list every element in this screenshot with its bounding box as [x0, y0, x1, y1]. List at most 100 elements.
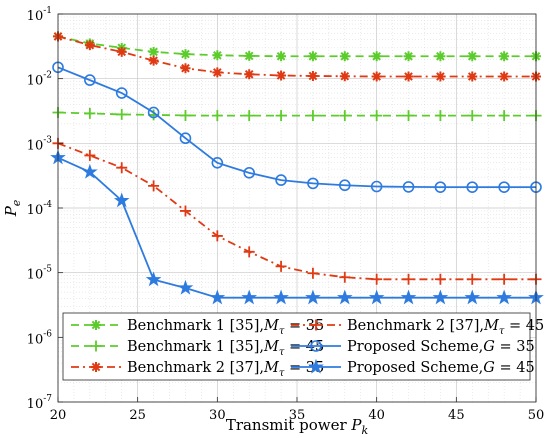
marker-plus — [179, 109, 191, 121]
marker-star — [209, 289, 226, 305]
marker-asterisk — [180, 63, 191, 74]
marker-star — [432, 289, 449, 305]
legend-label: Proposed Scheme,G = 45 — [347, 360, 535, 376]
marker-plus — [243, 246, 255, 258]
marker-asterisk — [180, 49, 191, 60]
marker-star — [241, 289, 258, 305]
marker-asterisk — [212, 50, 223, 61]
legend-item: Benchmark 2 [37],Mτ = 45 — [291, 318, 544, 337]
y-tick-label: 10-4 — [27, 200, 53, 218]
marker-circle — [307, 177, 319, 190]
marker-star — [273, 289, 289, 305]
marker-asterisk — [276, 51, 287, 62]
marker-asterisk — [148, 46, 159, 57]
marker-asterisk — [307, 70, 318, 81]
marker-asterisk — [116, 46, 127, 57]
marker-asterisk — [276, 70, 287, 81]
x-tick-label: 45 — [448, 408, 465, 423]
marker-star — [400, 289, 417, 305]
y-tick-label: 10-6 — [27, 329, 53, 347]
marker-plus — [307, 267, 319, 279]
series-line — [57, 111, 536, 117]
marker-asterisk — [244, 50, 255, 61]
legend-item: Benchmark 1 [35],Mτ = 45 — [71, 339, 324, 358]
series-line — [57, 156, 536, 299]
marker-asterisk — [467, 51, 478, 62]
marker-plus — [275, 260, 287, 272]
marker-asterisk — [403, 51, 414, 62]
marker-circle — [275, 174, 287, 186]
axis-labels: Transmit power Pk Pe — [2, 199, 369, 437]
marker-circle — [179, 132, 192, 145]
marker-plus — [307, 110, 319, 122]
marker-plus — [466, 273, 478, 285]
marker-star — [305, 289, 321, 305]
marker-asterisk — [91, 320, 101, 330]
y-axis-label: Pe — [2, 199, 23, 217]
marker-circle — [147, 106, 160, 119]
marker-plus — [148, 180, 160, 192]
series-layer — [50, 31, 544, 305]
marker-asterisk — [148, 55, 159, 66]
series-line — [57, 66, 536, 189]
marker-plus — [403, 110, 415, 122]
marker-star — [336, 289, 353, 305]
marker-circle — [338, 179, 351, 192]
marker-plus — [339, 110, 351, 122]
marker-circle — [434, 181, 447, 193]
x-axis-label: Transmit power Pk — [226, 416, 369, 437]
marker-plus — [116, 162, 128, 174]
marker-asterisk — [91, 362, 101, 372]
marker-star — [145, 271, 162, 287]
marker-circle — [115, 87, 128, 99]
legend-item: Benchmark 1 [35],Mτ = 35 — [71, 318, 324, 337]
marker-plus — [466, 110, 478, 122]
marker-plus — [211, 230, 223, 242]
marker-plus — [434, 110, 446, 122]
marker-plus — [275, 110, 287, 122]
marker-asterisk — [467, 71, 478, 82]
marker-star — [368, 289, 385, 305]
marker-plus — [339, 271, 351, 283]
marker-circle — [243, 167, 255, 179]
marker-star — [308, 358, 324, 374]
marker-asterisk — [339, 71, 350, 82]
x-tick-label: 25 — [129, 408, 146, 423]
marker-plus — [179, 205, 191, 217]
marker-asterisk — [307, 51, 318, 62]
marker-star — [177, 279, 194, 295]
marker-asterisk — [371, 71, 382, 82]
y-tick-label: 10-7 — [27, 394, 53, 412]
marker-asterisk — [212, 67, 223, 78]
series-line — [57, 35, 536, 58]
y-tick-label: 10-3 — [27, 135, 53, 153]
legend-item: Benchmark 2 [37],Mτ = 35 — [71, 360, 324, 379]
marker-asterisk — [339, 51, 350, 62]
marker-star — [496, 289, 512, 305]
legend-item: Proposed Scheme,G = 45 — [291, 358, 535, 376]
marker-plus — [116, 108, 128, 120]
marker-asterisk — [435, 71, 446, 82]
series-line — [57, 142, 536, 281]
x-tick-label: 30 — [209, 408, 226, 423]
x-tick-label: 40 — [368, 408, 385, 423]
marker-circle — [402, 181, 415, 193]
marker-plus — [434, 273, 446, 285]
legend-label: Benchmark 1 [35],Mτ = 35 — [127, 318, 324, 337]
y-tick-label: 10-5 — [27, 265, 53, 283]
tick-layer: 20 25 30 35 40 45 50 10-7 10-6 10-5 10-4 10-3 10-2 10… — [27, 6, 545, 423]
x-tick-label: 35 — [289, 408, 306, 423]
marker-circle — [84, 74, 96, 86]
marker-plus — [403, 273, 415, 285]
marker-star — [464, 289, 481, 305]
marker-asterisk — [371, 51, 382, 62]
marker-plus — [310, 319, 322, 331]
marker-circle — [310, 340, 322, 352]
x-tick-label: 20 — [50, 408, 67, 423]
marker-asterisk — [499, 71, 510, 82]
marker-asterisk — [403, 71, 414, 82]
marker-plus — [84, 107, 96, 119]
marker-circle — [370, 180, 383, 193]
legend: Benchmark 1 [35],Mτ = 35 Benchmark 2 [37]… — [62, 312, 544, 381]
